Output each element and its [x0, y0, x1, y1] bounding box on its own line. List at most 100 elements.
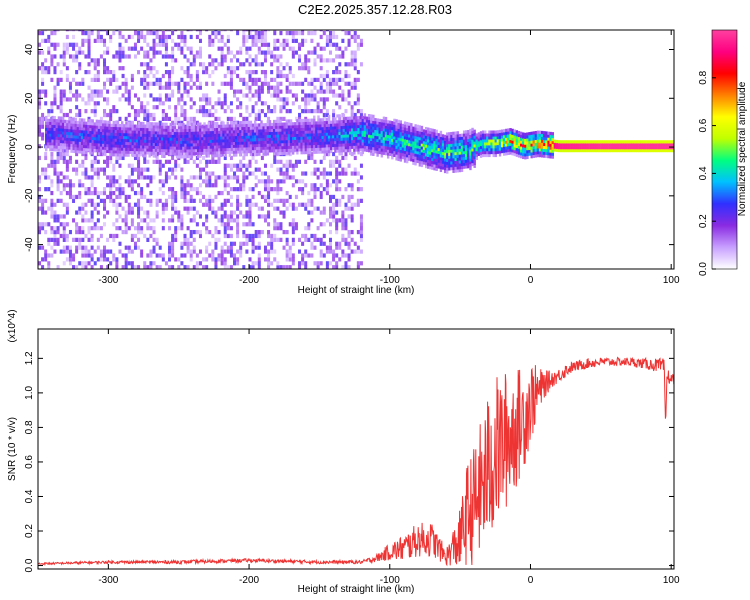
spectrogram-cell: [405, 122, 409, 126]
spectrogram-cell: [149, 249, 153, 254]
spectrogram-cell: [53, 241, 57, 246]
spectrogram-cell: [80, 132, 84, 137]
spectrogram-cell: [78, 237, 82, 242]
spectrogram-cell: [378, 136, 381, 140]
spectrogram-cell: [249, 123, 253, 127]
spectrogram-cell: [161, 257, 165, 262]
spectrogram-cell: [118, 30, 122, 36]
spectrogram-cell: [106, 66, 110, 71]
spectrogram-cell: [256, 143, 259, 148]
spectrogram-cell: [313, 93, 317, 98]
spectrogram-cell: [223, 163, 227, 168]
spectrogram-cell: [99, 137, 103, 141]
spectrogram-cell: [214, 237, 218, 242]
spectrogram-cell: [169, 146, 172, 150]
spectrogram-cell: [38, 144, 41, 149]
spectrogram-cell: [50, 245, 54, 250]
spectrogram-cell: [68, 137, 71, 141]
spectrogram-cell: [348, 119, 352, 123]
spectrogram-cell: [327, 126, 331, 130]
spectrogram-cell: [239, 141, 242, 145]
spectrogram-cell: [121, 93, 125, 98]
spectrogram-cell: [247, 120, 251, 124]
spectrogram-cell: [399, 120, 403, 124]
spectrogram-cell: [262, 137, 265, 142]
spectrogram-cell: [51, 127, 54, 131]
spectrogram-cell: [363, 124, 367, 129]
spectrogram-cell: [146, 130, 149, 135]
spectrogram-cell: [361, 115, 365, 120]
spectrogram-cell: [424, 126, 428, 131]
spectrogram-cell: [304, 206, 308, 211]
spectrogram-cell: [85, 145, 88, 149]
spectrogram-cell: [322, 187, 326, 192]
spectrogram-cell: [143, 112, 147, 118]
spectrogram-cell: [422, 129, 426, 133]
spectrogram-cell: [291, 136, 295, 140]
spectrogram-cell: [347, 265, 351, 269]
spectrogram-cell: [186, 134, 189, 138]
spectrogram-cell: [401, 138, 405, 142]
spectrogram-cell: [288, 222, 292, 227]
spectrogram-cell: [251, 135, 255, 139]
spectrogram-cell: [401, 135, 405, 139]
spectrogram-cell: [171, 198, 175, 203]
spectrogram-cell: [90, 159, 94, 164]
spectrogram-cell: [155, 198, 159, 203]
spectrogram-cell: [215, 127, 219, 131]
spectrogram-cell: [325, 171, 329, 176]
spectrogram-cell: [192, 125, 196, 129]
spectrogram-cell: [55, 148, 58, 152]
spectrogram-cell: [152, 249, 156, 254]
spectrogram-cell: [186, 137, 189, 141]
spectrogram-cell: [57, 122, 61, 126]
spectrogram-cell: [91, 122, 94, 126]
spectrogram-cell: [245, 233, 249, 239]
spectrogram-cell: [393, 150, 396, 155]
spectrogram-cell: [161, 145, 164, 150]
spectrogram-cell: [140, 226, 144, 231]
spectrogram-cell: [59, 119, 63, 123]
spectrogram-cell: [149, 81, 153, 86]
spectrogram-cell: [232, 127, 236, 131]
spectrogram-cell: [161, 131, 164, 135]
spectrogram-cell: [161, 85, 165, 90]
spectrogram-cell: [248, 112, 252, 118]
spectrogram-cell: [205, 183, 209, 188]
spectrogram-cell: [264, 134, 267, 139]
spectrogram-cell: [146, 101, 150, 106]
spectrogram-cell: [226, 124, 229, 128]
spectrogram-cell: [249, 132, 253, 136]
spectrogram-cell: [332, 206, 336, 211]
spectrogram-cell: [412, 144, 415, 148]
spectrogram-cell: [47, 130, 50, 134]
spectrogram-cell: [403, 159, 407, 163]
spectrogram-cell: [199, 148, 202, 152]
spectrogram-cell: [306, 150, 310, 155]
spectrogram-cell: [47, 206, 51, 211]
spectrogram-cell: [211, 154, 215, 158]
spectrogram-cell: [420, 134, 424, 138]
spectrogram-cell: [154, 125, 158, 129]
spectrogram-cell: [285, 97, 289, 102]
spectrogram-cell: [356, 109, 360, 114]
spectrogram-cell: [248, 210, 252, 215]
spectrogram-cell: [270, 109, 274, 114]
spectrogram-cell: [418, 160, 422, 164]
spectrogram-cell: [194, 140, 198, 144]
spectrogram-cell: [273, 155, 277, 161]
spectrogram-cell: [420, 125, 424, 130]
spectrogram-cell: [338, 54, 342, 59]
spectrogram-cell: [220, 130, 223, 134]
spectrogram-cell: [169, 128, 172, 132]
spectrogram-cell: [189, 105, 193, 110]
spectrogram-cell: [282, 38, 286, 43]
spectrogram-cell: [304, 233, 308, 239]
spectrogram-cell: [429, 148, 432, 152]
spectrogram-cell: [103, 81, 107, 86]
spectrogram-cell: [282, 101, 286, 106]
spectrogram-cell: [133, 167, 137, 172]
spectrogram-cell: [321, 124, 324, 128]
spectrogram-cell: [316, 167, 320, 172]
